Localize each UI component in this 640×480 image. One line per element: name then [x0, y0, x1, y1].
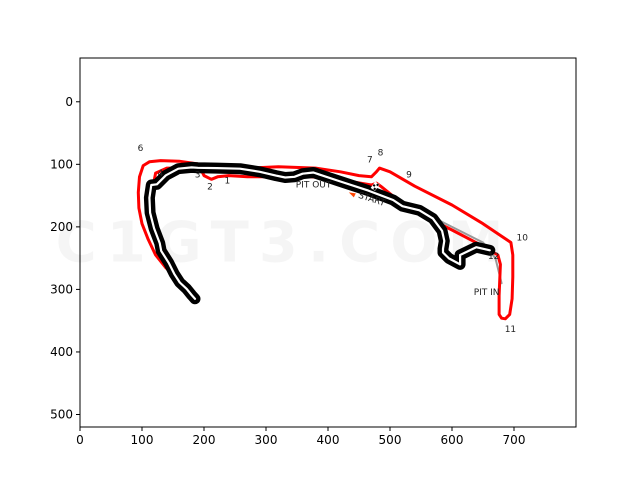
flag-cell: [372, 186, 377, 191]
track-outline-line: [136, 159, 515, 321]
track-centre-line: [148, 166, 491, 300]
y-tick-label-0: 0: [65, 95, 73, 109]
corner-label-6: 8: [378, 149, 384, 159]
corner-label-4: 6: [138, 144, 144, 154]
corner-label-10: 12: [488, 252, 499, 262]
y-tick-label-5: 500: [50, 407, 73, 421]
corner-label-9: 11: [505, 325, 516, 335]
start-marker: [348, 192, 356, 198]
x-tick-label-0: 0: [76, 433, 84, 447]
x-tick-label-6: 600: [441, 433, 464, 447]
corner-label-7: 9: [406, 170, 412, 180]
y-tick-label-4: 400: [50, 345, 73, 359]
corner-label-0: 1: [224, 177, 230, 187]
corner-label-3: 4: [158, 169, 164, 179]
x-tick-label-5: 500: [379, 433, 402, 447]
corner-label-12: PIT IN: [474, 288, 500, 298]
corner-label-11: PIT OUT: [296, 180, 332, 190]
y-tick-label-3: 300: [50, 282, 73, 296]
corner-label-5: 7: [367, 155, 373, 165]
x-tick-label-7: 700: [503, 433, 526, 447]
corner-label-8: 10: [516, 234, 528, 244]
corner-label-1: 2: [207, 182, 213, 192]
x-tick-label-1: 100: [131, 433, 154, 447]
y-tick-label-2: 200: [50, 220, 73, 234]
corner-label-2: 3: [195, 170, 201, 180]
x-tick-label-3: 300: [255, 433, 278, 447]
start-finish-flag: [370, 181, 380, 191]
x-tick-label-2: 200: [193, 433, 216, 447]
x-tick-label-4: 400: [317, 433, 340, 447]
y-tick-label-1: 100: [50, 157, 73, 171]
axis-layer: 0 100 200 300 400 500 600 700 0 100 200 300 400 500: [50, 95, 525, 447]
